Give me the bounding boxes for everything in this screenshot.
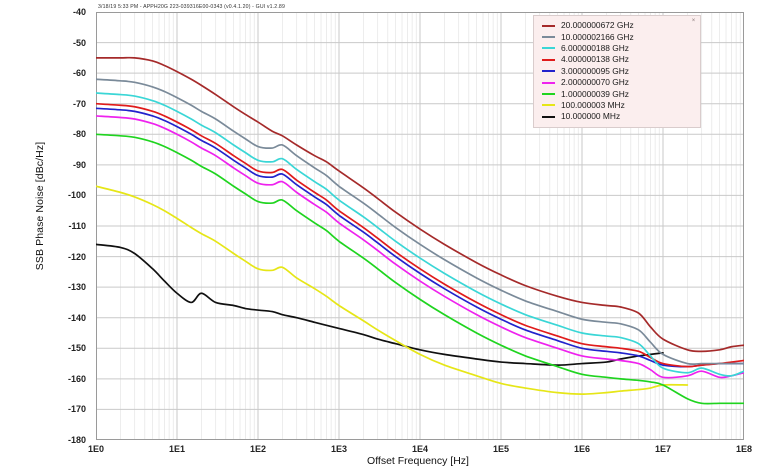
legend-panel[interactable]: × 20.000000672 GHz 10.000002166 GHz 6.0000… xyxy=(533,15,701,128)
series-line xyxy=(96,243,664,366)
x-axis-ticks: 1E0 1E1 1E2 1E3 1E4 1E5 1E6 1E7 1E8 xyxy=(0,444,760,460)
legend-item[interactable]: 6.000000188 GHz xyxy=(538,43,696,54)
y-tick-label: -170 xyxy=(67,404,86,415)
legend-color-swatch xyxy=(542,81,555,84)
y-tick-label: -180 xyxy=(67,435,86,445)
grid-major-horizontal xyxy=(96,12,744,440)
series-line xyxy=(96,185,689,395)
x-tick-label: 1E8 xyxy=(735,444,752,454)
y-tick-label: -60 xyxy=(72,68,86,79)
legend-item[interactable]: 10.000002166 GHz xyxy=(538,31,696,42)
y-tick-label: -150 xyxy=(67,343,86,354)
legend-color-swatch xyxy=(542,115,555,118)
x-axis-label: Offset Frequency [Hz] xyxy=(367,455,469,467)
series-line xyxy=(96,78,744,366)
x-tick-label: 1E4 xyxy=(411,444,428,454)
legend-item-label: 10.000002166 GHz xyxy=(561,31,634,42)
x-tick-label: 1E5 xyxy=(492,444,509,454)
plot-frame xyxy=(96,12,744,440)
y-tick-label: -140 xyxy=(67,312,86,323)
legend-item-label: 4.000000138 GHz xyxy=(561,54,629,65)
y-tick-label: -130 xyxy=(67,282,86,293)
legend-color-swatch xyxy=(542,70,555,73)
phase-noise-plot xyxy=(96,12,744,440)
legend-item[interactable]: 3.000000095 GHz xyxy=(538,66,696,77)
series-line xyxy=(96,115,744,379)
series-line xyxy=(96,133,744,405)
legend-color-swatch xyxy=(542,58,555,61)
legend-item-label: 1.000000039 GHz xyxy=(561,88,629,99)
x-tick-label: 1E1 xyxy=(168,444,185,454)
x-tick-label: 1E2 xyxy=(249,444,266,454)
legend-item[interactable]: 2.000000070 GHz xyxy=(538,77,696,88)
y-tick-label: -100 xyxy=(67,190,86,201)
legend-item-label: 2.000000070 GHz xyxy=(561,77,629,88)
legend-item-label: 3.000000095 GHz xyxy=(561,65,629,76)
y-tick-label: -110 xyxy=(68,221,86,231)
legend-color-swatch xyxy=(542,36,555,39)
legend-item-label: 100.000003 MHz xyxy=(561,99,625,110)
legend-item[interactable]: 10.000000 MHz xyxy=(538,111,696,122)
y-tick-label: -160 xyxy=(67,373,86,384)
x-tick-label: 1E6 xyxy=(573,444,590,454)
legend-color-swatch xyxy=(542,47,555,50)
y-axis-ticks: -40 -50 -60 -70 -80 -90 -100 -110 -120 -130 -140 -1… xyxy=(48,0,86,475)
legend-close-icon[interactable]: × xyxy=(691,18,696,24)
legend-color-swatch xyxy=(542,24,555,27)
legend-color-swatch xyxy=(542,104,555,107)
series-line xyxy=(96,56,744,353)
y-tick-label: -40 xyxy=(72,7,86,17)
legend-items: 20.000000672 GHz 10.000002166 GHz 6.000000… xyxy=(538,20,696,123)
legend-color-swatch xyxy=(542,93,555,96)
x-tick-label: 1E3 xyxy=(330,444,347,454)
legend-item-label: 20.000000672 GHz xyxy=(561,20,634,31)
y-axis-label: SSB Phase Noise [dBc/Hz] xyxy=(34,141,46,271)
window-title: 3/18/19 5:33 PM - APPH20G 223-039316E00-… xyxy=(98,4,285,10)
legend-item[interactable]: 20.000000672 GHz xyxy=(538,20,696,31)
y-tick-label: -120 xyxy=(67,251,86,262)
series-line xyxy=(96,102,744,368)
legend-item[interactable]: 100.000003 MHz xyxy=(538,100,696,111)
series-group xyxy=(96,56,744,405)
y-tick-label: -80 xyxy=(72,129,86,140)
y-tick-label: -70 xyxy=(72,98,86,109)
x-tick-label: 1E7 xyxy=(654,444,671,454)
legend-item[interactable]: 4.000000138 GHz xyxy=(538,54,696,65)
series-line xyxy=(96,92,744,377)
legend-item[interactable]: 1.000000039 GHz xyxy=(538,88,696,99)
series-line xyxy=(96,107,744,368)
y-tick-label: -90 xyxy=(72,159,86,170)
legend-item-label: 10.000000 MHz xyxy=(561,111,621,122)
y-tick-label: -50 xyxy=(72,37,86,48)
x-tick-label: 1E0 xyxy=(87,444,104,454)
legend-item-label: 6.000000188 GHz xyxy=(561,42,629,53)
